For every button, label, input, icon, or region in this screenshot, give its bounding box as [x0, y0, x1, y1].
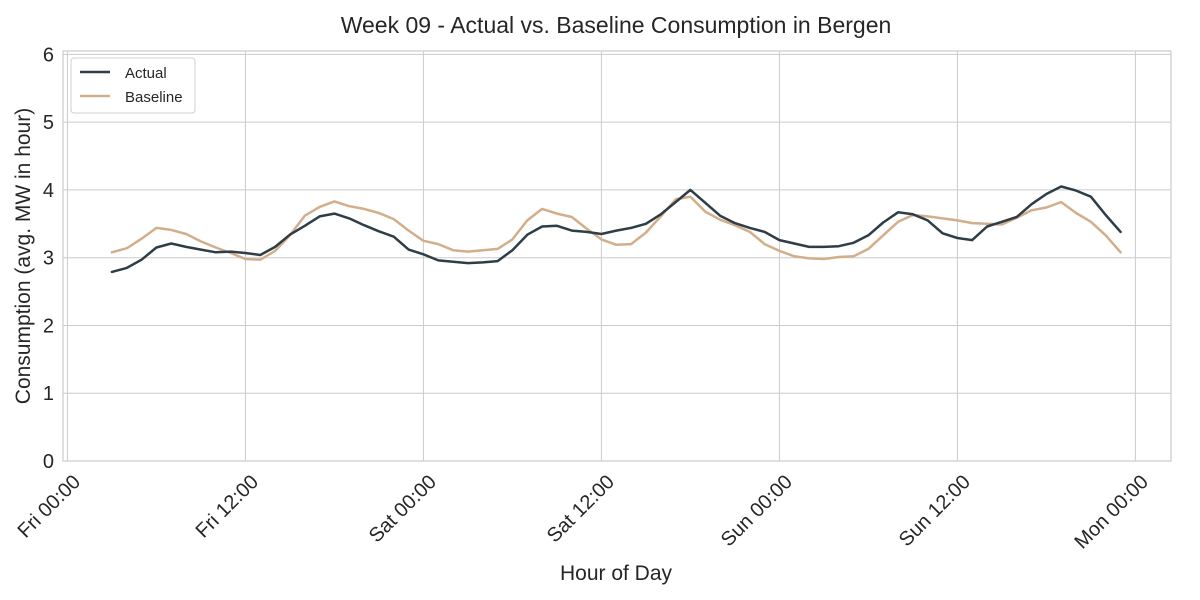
y-tick-label: 1 — [43, 383, 54, 405]
x-tick-label: Mon 00:00 — [1071, 471, 1153, 553]
x-tick-label: Fri 00:00 — [14, 471, 85, 542]
x-tick-label: Sat 00:00 — [365, 471, 441, 547]
x-tick-label: Sun 00:00 — [717, 471, 797, 551]
grid — [63, 51, 1171, 462]
legend: Actual Baseline — [70, 57, 196, 114]
y-tick-label: 3 — [43, 248, 54, 270]
y-tick-label: 5 — [43, 112, 54, 134]
x-axis-label: Hour of Day — [560, 562, 673, 585]
series-line-actual — [110, 185, 1122, 274]
x-tick-label: Sun 12:00 — [895, 471, 975, 551]
plot-frame — [62, 50, 1172, 462]
y-tick-label: 2 — [43, 315, 54, 337]
legend-label-baseline: Baseline — [125, 89, 183, 106]
x-tick-label: Fri 12:00 — [192, 471, 263, 542]
y-tick-label: 0 — [43, 451, 54, 473]
series-line-baseline — [110, 195, 1122, 261]
y-tick-label: 6 — [43, 44, 54, 66]
y-axis-ticks: 0 1 2 3 4 5 6 — [43, 44, 54, 473]
x-axis-ticks: Fri 00:00 Fri 12:00 Sat 00:00 Sat 12:00 Sun … — [14, 471, 1153, 553]
legend-label-actual: Actual — [125, 65, 167, 82]
y-axis-label: Consumption (avg. MW in hour) — [12, 108, 35, 404]
chart-title: Week 09 - Actual vs. Baseline Consumptio… — [341, 12, 892, 38]
x-tick-label: Sat 12:00 — [543, 471, 619, 547]
y-tick-label: 4 — [43, 180, 54, 202]
series-layer — [110, 185, 1122, 274]
